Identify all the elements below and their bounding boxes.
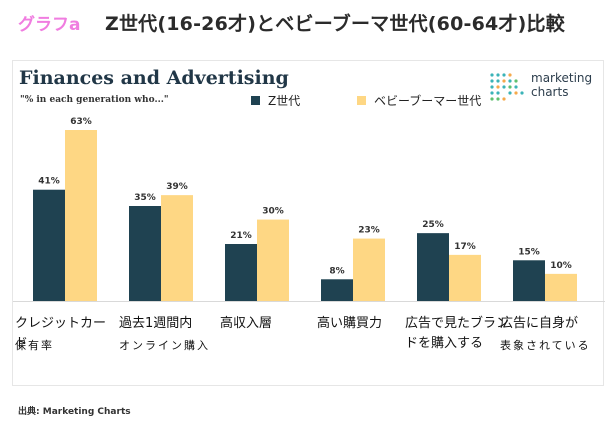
bar-boomer-2 (257, 219, 289, 301)
marketing-charts-logo: marketing charts (489, 71, 599, 105)
data-label-boomer-0: 63% (70, 117, 92, 127)
chart-subtitle: "% in each generation who..." (20, 95, 169, 105)
category-label-2: 高収入層 (220, 316, 273, 331)
category-sublabel-5: 表象されている (500, 339, 591, 352)
category-label-4: 広告で見たブランドを購入する (405, 316, 510, 351)
logo-dots-icon (490, 73, 524, 101)
bar-boomer-3 (353, 238, 385, 301)
category-sublabel-1: オンライン購入 (119, 339, 210, 352)
bar-boomer-1 (161, 195, 193, 301)
logo-text: marketing charts (531, 71, 592, 99)
legend-label-boomer: ベビーブーマー世代 (374, 94, 482, 108)
data-label-boomer-5: 10% (550, 261, 572, 271)
data-label-genz-0: 41% (38, 177, 60, 187)
bar-genz-5 (513, 260, 545, 301)
bar-genz-0 (33, 189, 65, 301)
category-label-1: 過去1週間内 (119, 316, 193, 331)
bar-plot: 41% 63% 35% 39% 21% 30% 8% 23% 25% 17% 15% 10% (13, 117, 605, 302)
logo-line1: marketing (531, 71, 593, 85)
chart-title: Finances and Advertising (19, 67, 289, 89)
legend-item-genz: Z世代 (251, 92, 300, 109)
bar-genz-1 (129, 206, 161, 301)
data-label-boomer-2: 30% (262, 207, 284, 217)
bar-genz-2 (225, 244, 257, 301)
graph-tag: グラフa (18, 15, 81, 35)
data-label-boomer-4: 17% (454, 242, 476, 252)
legend-label-genz: Z世代 (268, 94, 301, 108)
data-label-genz-3: 8% (329, 266, 344, 276)
data-label-genz-5: 15% (518, 247, 540, 257)
category-label-0: クレジットカード (15, 316, 107, 351)
legend-swatch-boomer (357, 96, 366, 105)
logo-line2: charts (531, 85, 569, 99)
bar-boomer-5 (545, 273, 577, 301)
chart-card: Finances and Advertising "% in each gene… (12, 60, 605, 386)
data-label-genz-4: 25% (422, 220, 444, 230)
data-label-genz-1: 35% (134, 193, 156, 203)
category-sublabel-0: 保有率 (15, 339, 54, 352)
legend-item-boomer: ベビーブーマー世代 (357, 92, 481, 109)
source-note: 出典: Marketing Charts (18, 407, 131, 417)
category-label-3: 高い購買力 (317, 316, 383, 331)
data-label-boomer-3: 23% (358, 226, 380, 236)
bar-genz-4 (417, 233, 449, 301)
bar-boomer-0 (65, 130, 97, 301)
bar-boomer-4 (449, 254, 481, 301)
header: グラフa Z世代(16-26才)とベビーブーマ世代(60-64才)比較 (0, 0, 613, 48)
category-label-5: 広告に自身が (500, 316, 579, 331)
legend-swatch-genz (251, 96, 260, 105)
page-title: Z世代(16-26才)とベビーブーマ世代(60-64才)比較 (105, 13, 565, 35)
data-label-boomer-1: 39% (166, 182, 188, 192)
bar-genz-3 (321, 279, 353, 301)
data-label-genz-2: 21% (230, 231, 252, 241)
